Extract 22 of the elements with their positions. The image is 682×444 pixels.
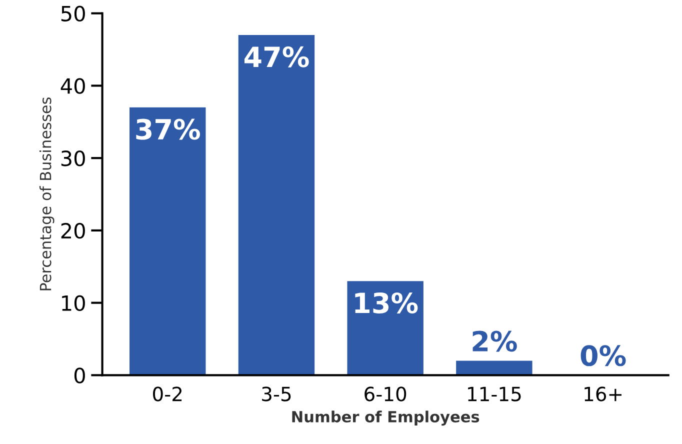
x-axis-title: Number of Employees xyxy=(292,410,480,426)
data-label: 0% xyxy=(580,345,626,366)
y-tick-label: 0 xyxy=(74,368,85,384)
y-tick-label: 10 xyxy=(62,295,85,312)
data-label: 13% xyxy=(355,292,418,314)
bar xyxy=(130,107,206,376)
x-tick-label: 6-10 xyxy=(364,386,406,402)
data-label: 2% xyxy=(472,330,517,352)
x-tick-label: 0-2 xyxy=(153,386,182,402)
data-label: 37% xyxy=(136,118,200,140)
data-label: 47% xyxy=(244,46,309,68)
y-tick-label: 50 xyxy=(61,6,85,22)
x-tick-label: 16+ xyxy=(584,386,622,402)
y-tick-label: 20 xyxy=(61,222,85,239)
y-tick-label: 30 xyxy=(61,150,85,166)
bar xyxy=(347,281,424,376)
x-tick-label: 11-15 xyxy=(468,386,521,402)
x-tick-label: 3-5 xyxy=(262,386,291,402)
y-axis-title: Percentage of Businesses xyxy=(39,97,54,290)
bar xyxy=(456,360,532,376)
y-tick-label: 40 xyxy=(60,78,85,94)
bar xyxy=(238,35,315,376)
